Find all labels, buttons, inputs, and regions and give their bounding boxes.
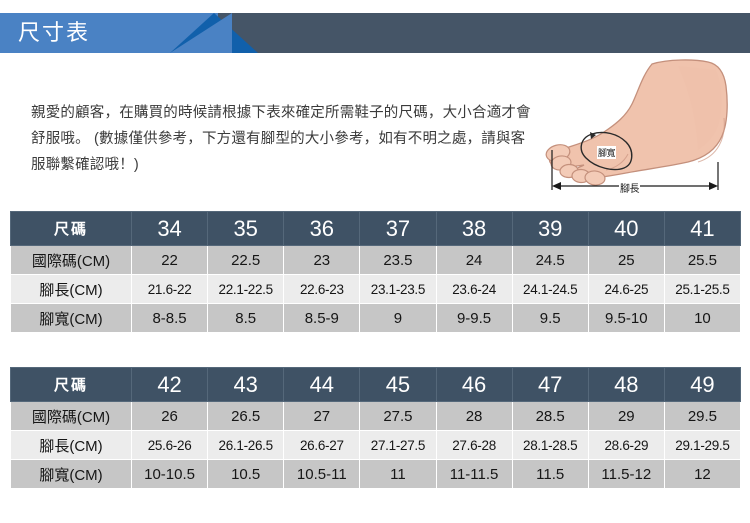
table-cell: 11	[359, 459, 437, 489]
column-header-size: 38	[435, 211, 513, 246]
foot-ankle-shading	[678, 66, 722, 150]
table-cell: 27.5	[359, 401, 437, 431]
table-cell: 21.6-22	[130, 274, 209, 304]
column-header-size: 48	[587, 367, 665, 402]
table-cell: 11.5-12	[587, 459, 665, 489]
row-label: 腳長(CM)	[10, 430, 132, 460]
table-cell: 29.5	[663, 401, 742, 431]
table-cell: 24	[435, 245, 513, 275]
row-label: 腳寬(CM)	[10, 459, 132, 489]
column-header-size: 44	[283, 367, 361, 402]
foot-length-arrow-head-left	[552, 182, 561, 190]
column-header-label: 尺碼	[10, 367, 132, 402]
table-cell: 27.6-28	[435, 430, 513, 460]
table-cell: 23	[283, 245, 361, 275]
table-cell: 28.1-28.5	[511, 430, 589, 460]
table-cell: 26.6-27	[283, 430, 361, 460]
table-cell: 26.5	[207, 401, 285, 431]
banner-light-wedge	[170, 13, 232, 53]
row-label: 國際碼(CM)	[10, 401, 132, 431]
table-row: 國際碼(CM) 26 26.5 27 27.5 28 28.5 29 29.5	[10, 401, 742, 431]
column-header-size: 47	[511, 367, 589, 402]
table-cell: 28.6-29	[587, 430, 665, 460]
column-header-size: 43	[207, 367, 285, 402]
table-cell: 29	[587, 401, 665, 431]
table-cell: 8.5-9	[283, 303, 361, 333]
table-cell: 8.5	[207, 303, 285, 333]
column-header-size: 42	[130, 367, 209, 402]
table-cell: 23.5	[359, 245, 437, 275]
table-cell: 22	[130, 245, 209, 275]
page-title: 尺寸表	[18, 20, 91, 45]
table-cell: 10-10.5	[130, 459, 209, 489]
column-header-size: 36	[283, 211, 361, 246]
table-cell: 23.1-23.5	[359, 274, 437, 304]
table-cell: 9.5	[511, 303, 589, 333]
table-cell: 28	[435, 401, 513, 431]
foot-heel-line	[697, 117, 725, 163]
table-cell: 24.6-25	[587, 274, 665, 304]
table-cell: 24.1-24.5	[511, 274, 589, 304]
table-cell: 25.5	[663, 245, 742, 275]
table-header-row: 尺碼 42 43 44 45 46 47 48 49	[10, 367, 742, 402]
intro-paragraph: 親愛的顧客，在購買的時候請根據下表來確定所需鞋子的尺碼，大小合適才會舒服哦。 (…	[31, 105, 531, 173]
page-header-banner: 尺寸表	[0, 13, 750, 53]
foot-width-loop-arrow	[590, 132, 596, 139]
table-cell: 10	[663, 303, 742, 333]
table-cell: 9	[359, 303, 437, 333]
table-cell: 10.5	[207, 459, 285, 489]
table-cell: 26.1-26.5	[207, 430, 285, 460]
size-table-2: 尺碼 42 43 44 45 46 47 48 49 國際碼(CM) 26 26…	[10, 367, 742, 489]
foot-measurement-diagram: 腳寬 腳長	[528, 58, 744, 204]
column-header-size: 39	[511, 211, 589, 246]
table-cell: 25	[587, 245, 665, 275]
table-cell: 25.6-26	[130, 430, 209, 460]
column-header-size: 35	[207, 211, 285, 246]
column-header-size: 41	[663, 211, 742, 246]
table-row: 腳寬(CM) 10-10.5 10.5 10.5-11 11 11-11.5 1…	[10, 459, 742, 489]
table-cell: 12	[663, 459, 742, 489]
table-row: 腳寬(CM) 8-8.5 8.5 8.5-9 9 9-9.5 9.5 9.5-1…	[10, 303, 742, 333]
row-label: 腳寬(CM)	[10, 303, 132, 333]
table-row: 國際碼(CM) 22 22.5 23 23.5 24 24.5 25 25.5	[10, 245, 742, 275]
table-cell: 26	[130, 401, 209, 431]
table-cell: 22.6-23	[283, 274, 361, 304]
table-cell: 25.1-25.5	[663, 274, 742, 304]
table-cell: 11.5	[511, 459, 589, 489]
column-header-size: 40	[587, 211, 665, 246]
size-table-1: 尺碼 34 35 36 37 38 39 40 41 國際碼(CM) 22 22…	[10, 211, 742, 333]
foot-width-label: 腳寬	[597, 146, 617, 159]
foot-width-loop	[580, 131, 633, 171]
table-cell: 11-11.5	[435, 459, 513, 489]
column-header-size: 49	[663, 367, 742, 402]
table-row: 腳長(CM) 21.6-22 22.1-22.5 22.6-23 23.1-23…	[10, 274, 742, 304]
table-cell: 28.5	[511, 401, 589, 431]
table-cell: 10.5-11	[283, 459, 361, 489]
row-label: 腳長(CM)	[10, 274, 132, 304]
column-header-size: 37	[359, 211, 437, 246]
column-header-size: 46	[435, 367, 513, 402]
row-label: 國際碼(CM)	[10, 245, 132, 275]
column-header-size: 45	[359, 367, 437, 402]
table-cell: 29.1-29.5	[663, 430, 742, 460]
foot-illustration-svg	[545, 59, 728, 190]
table-cell: 24.5	[511, 245, 589, 275]
table-cell: 8-8.5	[130, 303, 209, 333]
table-cell: 23.6-24	[435, 274, 513, 304]
table-cell: 27.1-27.5	[359, 430, 437, 460]
table-cell: 22.5	[207, 245, 285, 275]
table-header-row: 尺碼 34 35 36 37 38 39 40 41	[10, 211, 742, 246]
table-cell: 9.5-10	[587, 303, 665, 333]
table-cell: 9-9.5	[435, 303, 513, 333]
foot-length-arrow-head-right	[709, 182, 718, 190]
table-cell: 27	[283, 401, 361, 431]
table-row: 腳長(CM) 25.6-26 26.1-26.5 26.6-27 27.1-27…	[10, 430, 742, 460]
column-header-size: 34	[130, 211, 209, 246]
table-cell: 22.1-22.5	[207, 274, 285, 304]
column-header-label: 尺碼	[10, 211, 132, 246]
foot-length-label: 腳長	[619, 180, 640, 195]
